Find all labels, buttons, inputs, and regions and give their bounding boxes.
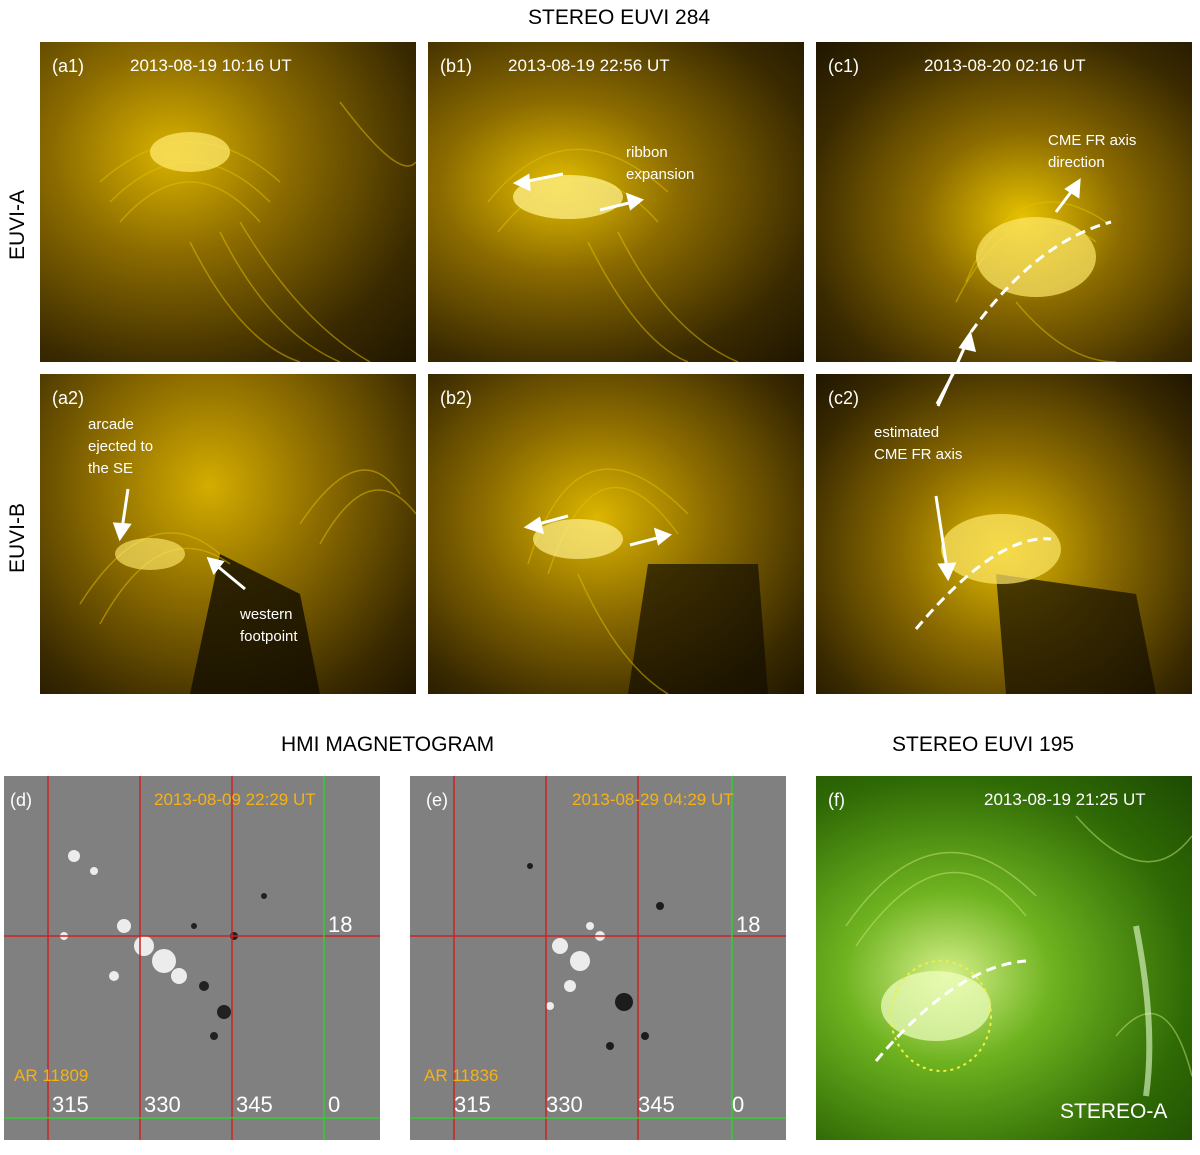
panel-c1-annotation: CME FR axis direction xyxy=(1048,132,1137,171)
panel-b2: (b2) xyxy=(428,374,804,694)
panel-e-lat-18: 18 xyxy=(736,912,761,937)
panel-d-time: 2013-08-09 22:29 UT xyxy=(154,790,316,809)
panel-a1: (a1) 2013-08-19 10:16 UT xyxy=(40,42,416,362)
panel-b2-label: (b2) xyxy=(440,388,473,408)
panel-c2-label: (c2) xyxy=(828,388,859,408)
panel-e-lon-315: 315 xyxy=(454,1092,491,1117)
panel-d-lat-18: 18 xyxy=(328,912,353,937)
panel-a2-label: (a2) xyxy=(52,388,85,408)
panel-d-lon-315: 315 xyxy=(52,1092,89,1117)
panel-a2-annotation-bottom: western footpoint xyxy=(240,606,298,645)
panel-d-lon-345: 345 xyxy=(236,1092,273,1117)
panel-c1-time: 2013-08-20 02:16 UT xyxy=(924,56,1086,75)
panel-b1-image xyxy=(487,148,739,362)
header-hmi-magnetogram: HMI MAGNETOGRAM xyxy=(281,733,495,756)
panel-e-lon-0: 0 xyxy=(732,1092,745,1117)
axis-link-arrow xyxy=(936,330,977,407)
header-euvi-195: STEREO EUVI 195 xyxy=(892,733,1075,756)
header-euvi-284: STEREO EUVI 284 xyxy=(528,6,711,29)
row-label-euvi-a: EUVI-A xyxy=(6,189,29,260)
panel-c1-image xyxy=(955,178,1117,362)
panel-c1-label: (c1) xyxy=(828,56,859,76)
panel-e-lon-345: 345 xyxy=(638,1092,675,1117)
panel-b1-annotation: ribbon expansion xyxy=(626,144,695,183)
panel-a2-annotation-top: arcade ejected to the SE xyxy=(88,416,154,477)
panel-a2: (a2) arcade ejected to the SE western fo… xyxy=(40,374,416,694)
panel-e-image xyxy=(410,776,786,1140)
panel-d: (d) 2013-08-09 22:29 UT AR 11809 18 315 … xyxy=(4,776,380,1140)
row-label-euvi-b: EUVI-B xyxy=(6,502,29,573)
panel-e-lon-330: 330 xyxy=(546,1092,583,1117)
panel-c2-image xyxy=(914,374,1156,694)
panel-a1-image xyxy=(99,101,416,362)
panel-c2-annotation: estimated CME FR axis xyxy=(874,424,963,463)
panel-b2-image xyxy=(523,468,768,694)
panel-d-region: AR 11809 xyxy=(14,1066,89,1085)
panel-e-label: (e) xyxy=(426,790,448,810)
panel-d-label: (d) xyxy=(10,790,32,810)
panel-f-spacecraft: STEREO-A xyxy=(1060,1100,1168,1123)
panel-a1-time: 2013-08-19 10:16 UT xyxy=(130,56,292,75)
panel-f-image xyxy=(845,815,1192,1097)
panel-f-label: (f) xyxy=(828,790,845,810)
panel-b1: (b1) 2013-08-19 22:56 UT ribbon expansio… xyxy=(428,42,804,362)
panel-e: (e) 2013-08-29 04:29 UT AR 11836 18 315 … xyxy=(410,776,786,1140)
panel-a2-image xyxy=(79,469,416,694)
panel-f: (f) 2013-08-19 21:25 UT STEREO-A xyxy=(816,776,1192,1140)
panel-b1-label: (b1) xyxy=(440,56,473,76)
panel-e-region: AR 11836 xyxy=(424,1066,499,1085)
panel-b1-time: 2013-08-19 22:56 UT xyxy=(508,56,670,75)
panel-d-lon-0: 0 xyxy=(328,1092,341,1117)
panel-e-time: 2013-08-29 04:29 UT xyxy=(572,790,734,809)
panel-d-image xyxy=(4,776,380,1140)
panel-c1: (c1) 2013-08-20 02:16 UT CME FR axis dir… xyxy=(816,42,1192,362)
panel-f-time: 2013-08-19 21:25 UT xyxy=(984,790,1146,809)
panel-c2: (c2) estimated CME FR axis xyxy=(816,374,1192,694)
panel-d-lon-330: 330 xyxy=(144,1092,181,1117)
panel-a1-label: (a1) xyxy=(52,56,85,76)
